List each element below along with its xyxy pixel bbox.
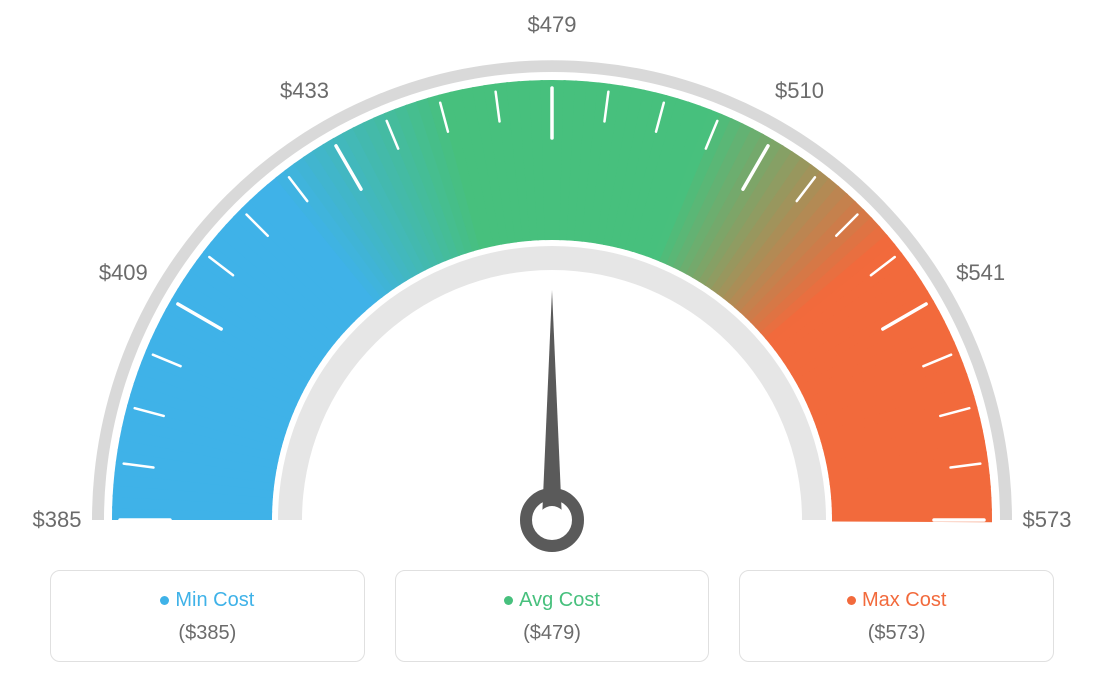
legend-row: Min Cost ($385) Avg Cost ($479) Max Cost… [50,570,1054,662]
legend-value: ($573) [750,622,1043,645]
legend-dot-icon [160,596,169,605]
legend-title: Min Cost [61,589,354,612]
legend-label: Min Cost [175,589,254,611]
gauge-tick-label: $385 [33,507,82,533]
legend-card-avg: Avg Cost ($479) [395,570,710,662]
legend-title: Avg Cost [406,589,699,612]
gauge-chart: $385 $409 $433 $479 $510 $541 $573 [0,0,1104,560]
legend-label: Max Cost [862,589,946,611]
legend-card-min: Min Cost ($385) [50,570,365,662]
legend-title: Max Cost [750,589,1043,612]
legend-value: ($385) [61,622,354,645]
gauge-tick-label: $541 [956,260,1005,286]
gauge-tick-label: $479 [528,12,577,38]
gauge-tick-label: $433 [280,78,329,104]
gauge-tick-label: $573 [1023,507,1072,533]
legend-dot-icon [504,596,513,605]
chart-container: $385 $409 $433 $479 $510 $541 $573 Min Cost ($… [0,0,1104,690]
legend-card-max: Max Cost ($573) [739,570,1054,662]
legend-value: ($479) [406,622,699,645]
gauge-tick-label: $510 [775,78,824,104]
gauge-svg [0,0,1104,560]
legend-dot-icon [847,596,856,605]
legend-label: Avg Cost [519,589,600,611]
gauge-tick-label: $409 [99,260,148,286]
